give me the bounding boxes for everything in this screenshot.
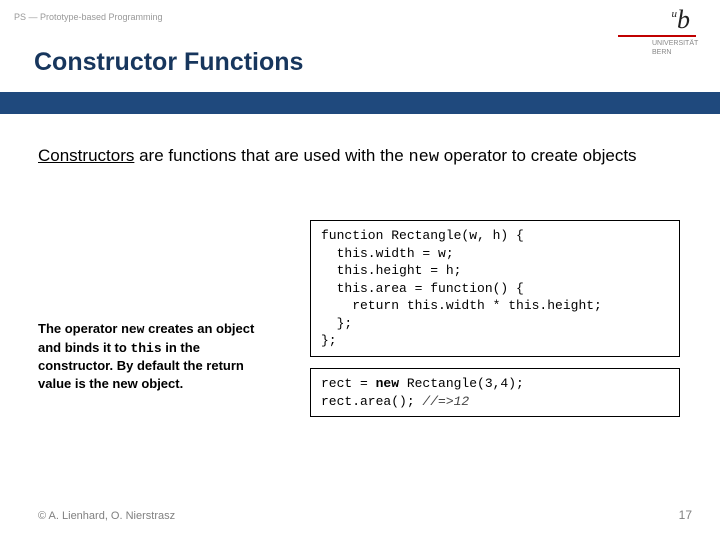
- new-keyword: new: [408, 148, 439, 167]
- logo-b: b: [677, 5, 690, 34]
- code-block-usage: rect = new Rectangle(3,4); rect.area(); …: [310, 368, 680, 417]
- footer-credit: © A. Lienhard, O. Nierstrasz: [38, 510, 175, 522]
- logo-text: UNIVERSITÄTBERN: [618, 39, 696, 57]
- code-block-constructor: function Rectangle(w, h) { this.width = …: [310, 220, 680, 357]
- accent-bar: [0, 92, 720, 114]
- explanation-text: The operator new creates an object and b…: [38, 320, 263, 392]
- course-label: PS — Prototype-based Programming: [14, 12, 163, 22]
- logo-mark: ub: [618, 8, 696, 33]
- logo-rule: [618, 35, 696, 37]
- slide-title: Constructor Functions: [34, 48, 303, 77]
- university-logo: ub UNIVERSITÄTBERN: [618, 8, 696, 57]
- constructors-word: Constructors: [38, 146, 134, 165]
- page-number: 17: [679, 508, 692, 522]
- intro-text: Constructors are functions that are used…: [38, 145, 660, 170]
